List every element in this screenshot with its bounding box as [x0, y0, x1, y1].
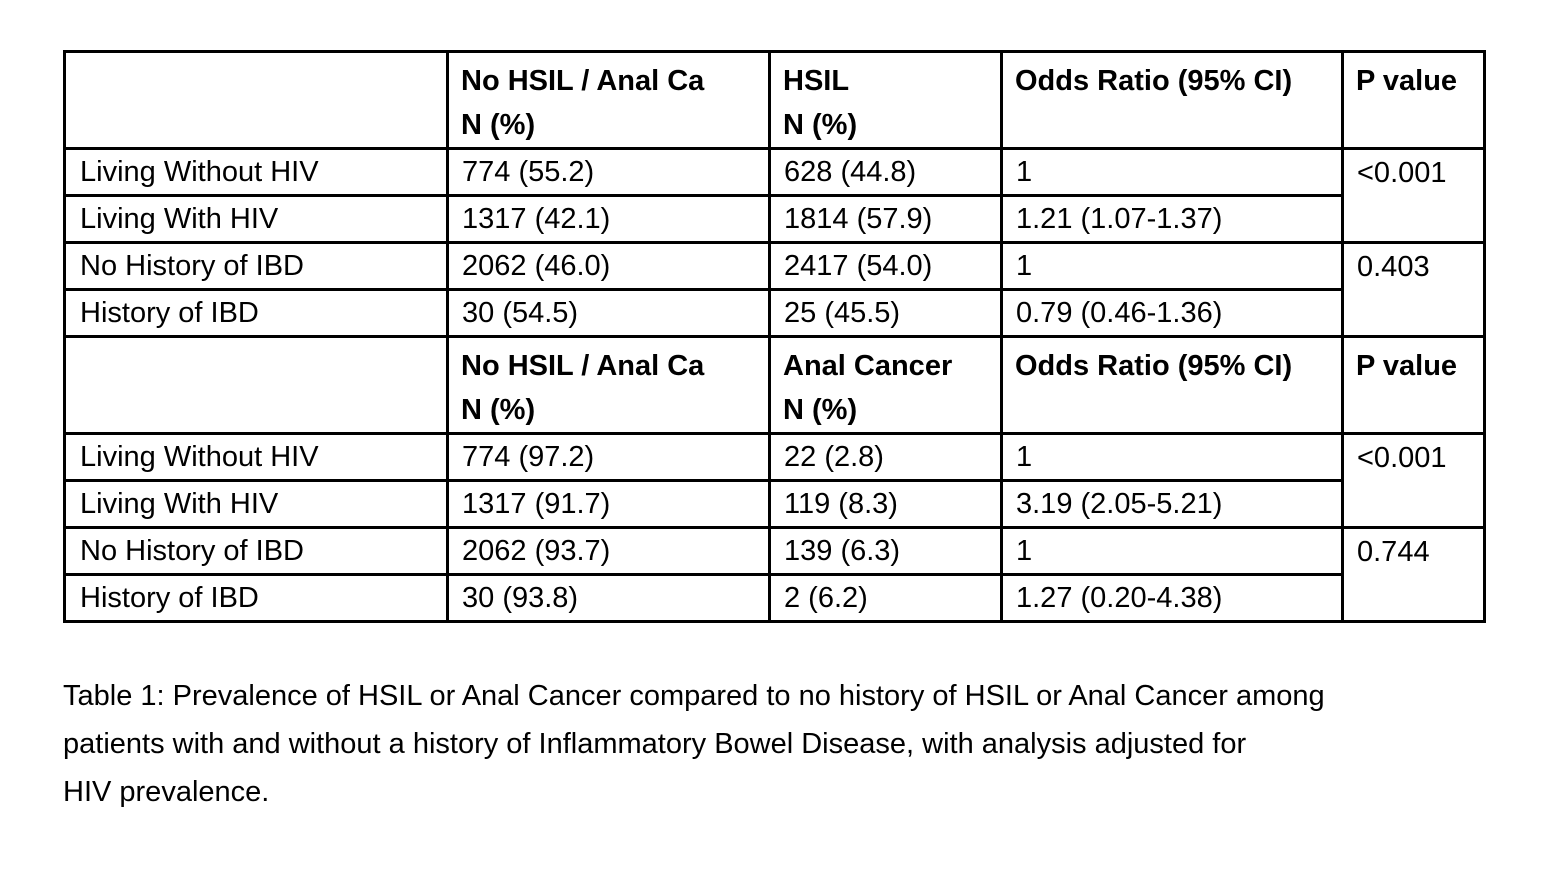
- section1-header-row: No HSIL / Anal Ca N (%) HSIL N (%) Odds …: [63, 50, 1486, 150]
- odds-ratio-cell: 1: [1000, 526, 1344, 576]
- outcome-cell: 2417 (54.0): [768, 241, 1003, 291]
- row-label: No History of IBD: [63, 526, 449, 576]
- table-caption: Table 1: Prevalence of HSIL or Anal Canc…: [63, 672, 1325, 816]
- outcome-cell: 25 (45.5): [768, 288, 1003, 338]
- no-hsil-cell: 774 (97.2): [446, 432, 771, 482]
- no-hsil-cell: 774 (55.2): [446, 147, 771, 197]
- results-table: No HSIL / Anal Ca N (%) HSIL N (%) Odds …: [63, 50, 1486, 623]
- outcome-cell: 2 (6.2): [768, 573, 1003, 623]
- row-label: Living With HIV: [63, 479, 449, 529]
- section2-header-outcome: Anal Cancer N (%): [768, 335, 1003, 435]
- no-hsil-cell: 1317 (91.7): [446, 479, 771, 529]
- p-value-cell: 0.403: [1341, 241, 1486, 338]
- caption-line: HIV prevalence.: [63, 776, 270, 808]
- no-hsil-cell: 2062 (93.7): [446, 526, 771, 576]
- row-label: Living Without HIV: [63, 147, 449, 197]
- odds-ratio-cell: 1.21 (1.07-1.37): [1000, 194, 1344, 244]
- p-value-cell: <0.001: [1341, 147, 1486, 244]
- odds-ratio-cell: 0.79 (0.46-1.36): [1000, 288, 1344, 338]
- no-hsil-cell: 30 (54.5): [446, 288, 771, 338]
- table-row: History of IBD 30 (93.8) 2 (6.2) 1.27 (0…: [63, 573, 1485, 623]
- table-row: Living With HIV 1317 (42.1) 1814 (57.9) …: [63, 194, 1485, 244]
- section1-header-empty: [63, 50, 449, 150]
- table-row: No History of IBD 2062 (46.0) 2417 (54.0…: [63, 241, 1486, 338]
- table-row: Living Without HIV 774 (97.2) 22 (2.8) 1…: [63, 432, 1486, 529]
- odds-ratio-cell: 1: [1000, 147, 1344, 197]
- p-value-cell: <0.001: [1341, 432, 1486, 529]
- caption-line: Table 1: Prevalence of HSIL or Anal Canc…: [63, 680, 1325, 712]
- table-row: No History of IBD 2062 (93.7) 139 (6.3) …: [63, 526, 1486, 623]
- section1-header-no-hsil: No HSIL / Anal Ca N (%): [446, 50, 771, 150]
- section2-header-p-value: P value: [1341, 335, 1486, 435]
- odds-ratio-cell: 1: [1000, 241, 1344, 291]
- section1-header-outcome: HSIL N (%): [768, 50, 1003, 150]
- section2-header-empty: [63, 335, 449, 435]
- p-value-cell: 0.744: [1341, 526, 1486, 623]
- row-label: History of IBD: [63, 573, 449, 623]
- section2-header-row: No HSIL / Anal Ca N (%) Anal Cancer N (%…: [63, 335, 1486, 435]
- odds-ratio-cell: 3.19 (2.05-5.21): [1000, 479, 1344, 529]
- outcome-cell: 119 (8.3): [768, 479, 1003, 529]
- table-row: Living With HIV 1317 (91.7) 119 (8.3) 3.…: [63, 479, 1485, 529]
- outcome-cell: 1814 (57.9): [768, 194, 1003, 244]
- row-label: History of IBD: [63, 288, 449, 338]
- outcome-cell: 139 (6.3): [768, 526, 1003, 576]
- section2-header-odds-ratio: Odds Ratio (95% CI): [1000, 335, 1344, 435]
- no-hsil-cell: 30 (93.8): [446, 573, 771, 623]
- section2-header-no-hsil: No HSIL / Anal Ca N (%): [446, 335, 771, 435]
- table-row: Living Without HIV 774 (55.2) 628 (44.8)…: [63, 147, 1486, 244]
- row-label: No History of IBD: [63, 241, 449, 291]
- odds-ratio-cell: 1: [1000, 432, 1344, 482]
- odds-ratio-cell: 1.27 (0.20-4.38): [1000, 573, 1344, 623]
- caption-line: patients with and without a history of I…: [63, 728, 1247, 760]
- no-hsil-cell: 2062 (46.0): [446, 241, 771, 291]
- row-label: Living Without HIV: [63, 432, 449, 482]
- section1-header-p-value: P value: [1341, 50, 1486, 150]
- table-row: History of IBD 30 (54.5) 25 (45.5) 0.79 …: [63, 288, 1485, 338]
- no-hsil-cell: 1317 (42.1): [446, 194, 771, 244]
- outcome-cell: 22 (2.8): [768, 432, 1003, 482]
- section1-header-odds-ratio: Odds Ratio (95% CI): [1000, 50, 1344, 150]
- row-label: Living With HIV: [63, 194, 449, 244]
- outcome-cell: 628 (44.8): [768, 147, 1003, 197]
